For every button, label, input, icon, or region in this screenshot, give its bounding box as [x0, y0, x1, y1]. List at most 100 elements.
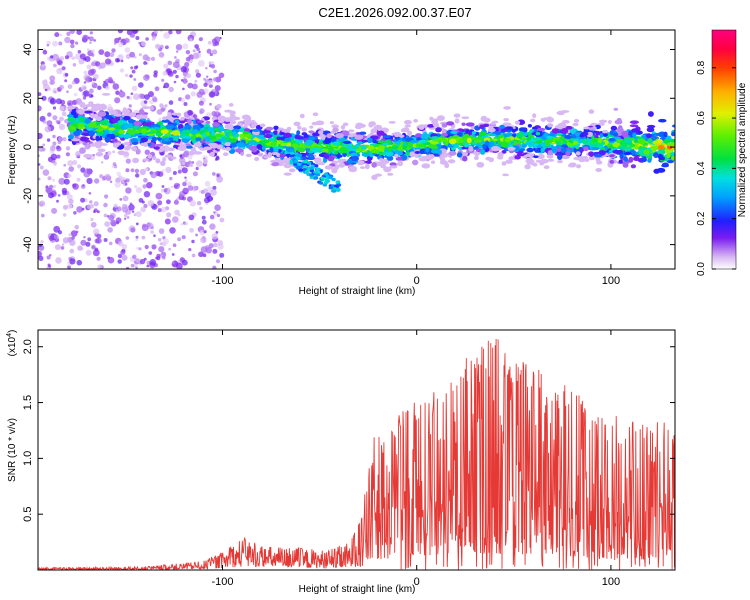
spectrogram-noise-cell — [153, 30, 159, 35]
spectrogram-noise-cell — [195, 160, 203, 168]
spectrogram-noise-cell — [104, 173, 111, 180]
spectrogram-cell — [279, 153, 286, 158]
spectrogram-cell — [546, 117, 554, 123]
spectrogram-noise-cell — [112, 83, 120, 90]
spectrogram-cell — [161, 119, 170, 123]
spectrogram-cell — [564, 134, 572, 140]
spectrogram-cell — [296, 157, 301, 161]
spectrogram-noise-cell — [72, 183, 79, 190]
spectrogram-cell — [154, 143, 164, 147]
spectrogram-noise-cell — [48, 184, 54, 190]
spectrogram-noise-cell — [69, 39, 75, 45]
spectrogram-noise-cell — [121, 203, 128, 210]
spectrogram-cell — [429, 116, 434, 121]
spectrogram-cell — [623, 139, 629, 143]
spectrogram-noise-cell — [168, 86, 174, 93]
spectrogram-cell — [384, 151, 394, 157]
spectrogram-noise-cell — [213, 69, 217, 74]
spectrogram-cell — [421, 163, 431, 169]
spectrogram-noise-cell — [120, 249, 126, 255]
spectrogram-noise-cell — [138, 93, 144, 99]
spectrogram-y-tick-label: -40 — [22, 237, 34, 253]
spectrogram-cell — [535, 131, 541, 136]
spectrogram-cell — [205, 131, 211, 136]
spectrogram-noise-cell — [66, 31, 71, 36]
spectrogram-cell — [224, 109, 233, 113]
spectrogram-noise-cell — [208, 61, 212, 65]
spectrogram-noise-cell — [38, 105, 42, 112]
spectrogram-noise-cell — [155, 158, 161, 164]
spectrogram-cell — [497, 140, 503, 145]
spectrogram-cell — [559, 137, 565, 141]
spectrogram-cell — [83, 153, 93, 158]
spectrogram-noise-cell — [85, 249, 92, 256]
spectrogram-cell — [560, 110, 570, 113]
spectrogram-noise-cell — [166, 212, 172, 218]
spectrogram-noise-cell — [53, 225, 61, 233]
snr-y-tick-label: 1.0 — [22, 451, 34, 466]
spectrogram-noise-cell — [145, 37, 149, 41]
spectrogram-noise-cell — [91, 53, 95, 57]
spectrogram-noise-cell — [192, 171, 198, 177]
spectrogram-cell — [483, 137, 491, 143]
spectrogram-cell — [444, 162, 450, 169]
spectrogram-cell — [302, 165, 308, 169]
spectrogram-cell — [595, 168, 603, 172]
spectrogram-cell — [440, 133, 448, 137]
spectrogram-noise-cell — [38, 132, 43, 140]
spectrogram-cell — [131, 146, 138, 152]
spectrogram-noise-cell — [104, 51, 111, 58]
spectrogram-cell — [530, 118, 536, 123]
spectrogram-cell — [141, 106, 151, 110]
spectrogram-cell — [324, 138, 332, 144]
spectrogram-cell — [389, 165, 398, 169]
spectrogram-noise-cell — [182, 65, 186, 70]
spectrogram-noise-cell — [83, 236, 86, 239]
spectrogram-cell — [556, 132, 563, 136]
spectrogram-cell — [146, 142, 152, 147]
spectrogram-noise-cell — [180, 98, 186, 103]
colorbar-tick-label: 0.6 — [696, 111, 707, 125]
spectrogram-noise-cell — [165, 166, 172, 173]
colorbar-tick-label: 0.2 — [696, 211, 707, 225]
spectrogram-cell — [211, 130, 216, 137]
spectrogram-noise-cell — [208, 79, 214, 86]
spectrogram-noise-cell — [187, 185, 194, 191]
spectrogram-noise-cell — [52, 40, 58, 47]
spectrogram-cell — [331, 167, 338, 174]
spectrogram-cell — [631, 128, 639, 133]
spectrogram-cell — [526, 147, 534, 153]
spectrogram-noise-cell — [191, 239, 195, 244]
colorbar — [711, 29, 737, 270]
spectrogram-noise-cell — [121, 254, 128, 261]
spectrogram-noise-cell — [141, 41, 147, 47]
spectrogram-noise-cell — [199, 206, 203, 210]
spectrogram-cell — [551, 128, 560, 134]
spectrogram-noise-cell — [137, 82, 144, 88]
spectrogram-noise-cell — [144, 244, 149, 250]
spectrogram-noise-cell — [156, 44, 161, 49]
spectrogram-cell — [113, 138, 118, 142]
spectrogram-noise-cell — [216, 213, 221, 218]
spectrogram-noise-cell — [191, 83, 198, 90]
spectrogram-noise-cell — [114, 37, 120, 44]
spectrogram-cell — [499, 124, 505, 129]
spectrogram-noise-cell — [76, 206, 83, 213]
spectrogram-noise-cell — [107, 103, 112, 109]
spectrogram-noise-cell — [158, 228, 165, 234]
spectrogram-cell — [547, 150, 553, 156]
spectrogram-noise-cell — [158, 246, 165, 253]
spectrogram-noise-cell — [176, 50, 179, 53]
spectrogram-cell — [414, 151, 421, 154]
spectrogram-noise-cell — [209, 223, 216, 230]
spectrogram-cell — [168, 147, 175, 152]
spectrogram-cell — [435, 127, 442, 133]
spectrogram-cell — [388, 121, 396, 124]
spectrogram-noise-cell — [204, 180, 211, 187]
spectrogram-noise-cell — [134, 168, 140, 174]
spectrogram-noise-cell — [164, 104, 168, 108]
spectrogram-noise-cell — [188, 214, 195, 221]
spectrogram-noise-cell — [86, 48, 90, 51]
spectrogram-noise-cell — [191, 161, 195, 164]
spectrogram-cell — [652, 140, 659, 145]
